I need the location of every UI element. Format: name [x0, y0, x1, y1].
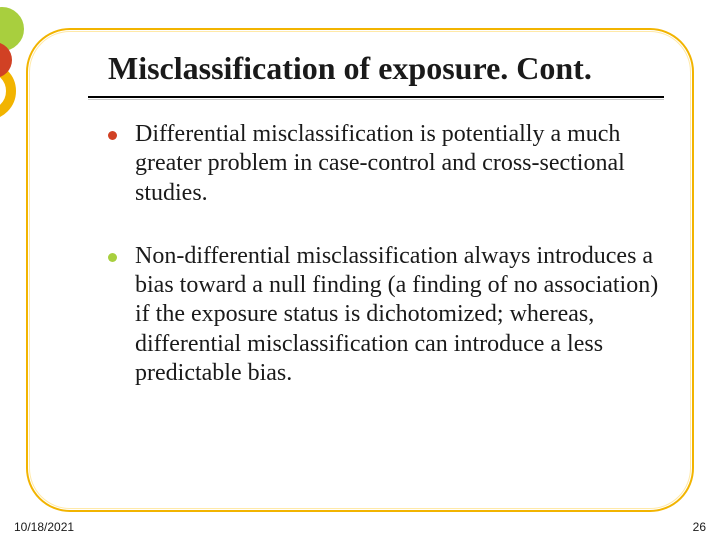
bullet-text: Non-differential misclassification alway…	[135, 242, 660, 388]
footer-date: 10/18/2021	[14, 520, 74, 534]
title-underline-shadow	[88, 99, 664, 100]
bullet-dot-icon	[108, 253, 117, 262]
title-underline	[88, 96, 664, 98]
footer-page-number: 26	[693, 520, 706, 534]
slide-title: Misclassification of exposure. Cont.	[108, 50, 660, 87]
bullet-dot-icon	[108, 131, 117, 140]
bullet-item: Non-differential misclassification alway…	[108, 242, 660, 388]
bullet-item: Differential misclassification is potent…	[108, 120, 660, 208]
slide: Misclassification of exposure. Cont. Dif…	[0, 0, 720, 540]
body-content: Differential misclassification is potent…	[108, 120, 660, 422]
bullet-text: Differential misclassification is potent…	[135, 120, 660, 208]
